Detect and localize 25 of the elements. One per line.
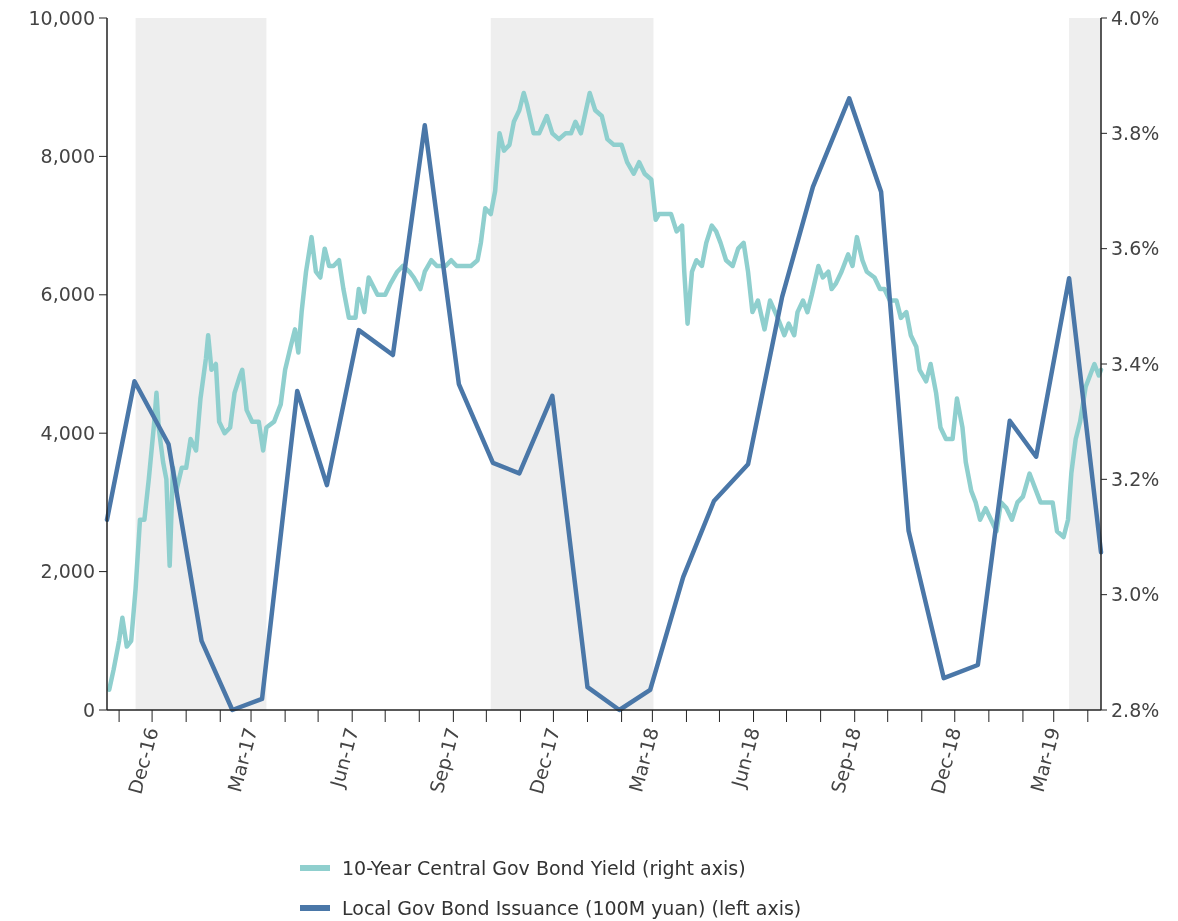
y-tick-label: 6,000 xyxy=(40,283,95,306)
x-tick-label: Mar-17 xyxy=(223,725,262,795)
y2-tick-label: 3.6% xyxy=(1111,237,1160,260)
x-tick-label: Dec-18 xyxy=(926,725,966,797)
y-tick-label: 8,000 xyxy=(40,145,95,168)
x-tick-label: Sep-17 xyxy=(425,725,464,796)
legend-label: Local Gov Bond Issuance (100M yuan) (left axis) xyxy=(342,896,802,919)
y-tick-label: 10,000 xyxy=(28,6,95,29)
x-tick-label: Dec-17 xyxy=(524,725,564,797)
y-tick-label: 4,000 xyxy=(40,421,95,444)
y2-tick-label: 2.8% xyxy=(1111,698,1160,721)
x-tick-label: Dec-16 xyxy=(123,725,163,797)
x-tick-label: Jun-18 xyxy=(726,725,764,791)
y-tick-label: 2,000 xyxy=(40,560,95,583)
legend-label: 10-Year Central Gov Bond Yield (right axis) xyxy=(342,856,746,879)
x-tick-label: Mar-19 xyxy=(1025,725,1065,795)
y2-tick-label: 3.2% xyxy=(1111,467,1160,490)
x-tick-label: Sep-18 xyxy=(826,725,865,796)
y-tick-label: 0 xyxy=(82,698,95,721)
x-tick-label: Jun-17 xyxy=(325,725,363,791)
y2-tick-label: 3.0% xyxy=(1111,583,1160,606)
y2-tick-label: 4.0% xyxy=(1111,6,1160,29)
y2-tick-label: 3.4% xyxy=(1111,352,1160,375)
y2-tick-label: 3.8% xyxy=(1111,121,1160,144)
x-tick-label: Mar-18 xyxy=(624,725,663,795)
